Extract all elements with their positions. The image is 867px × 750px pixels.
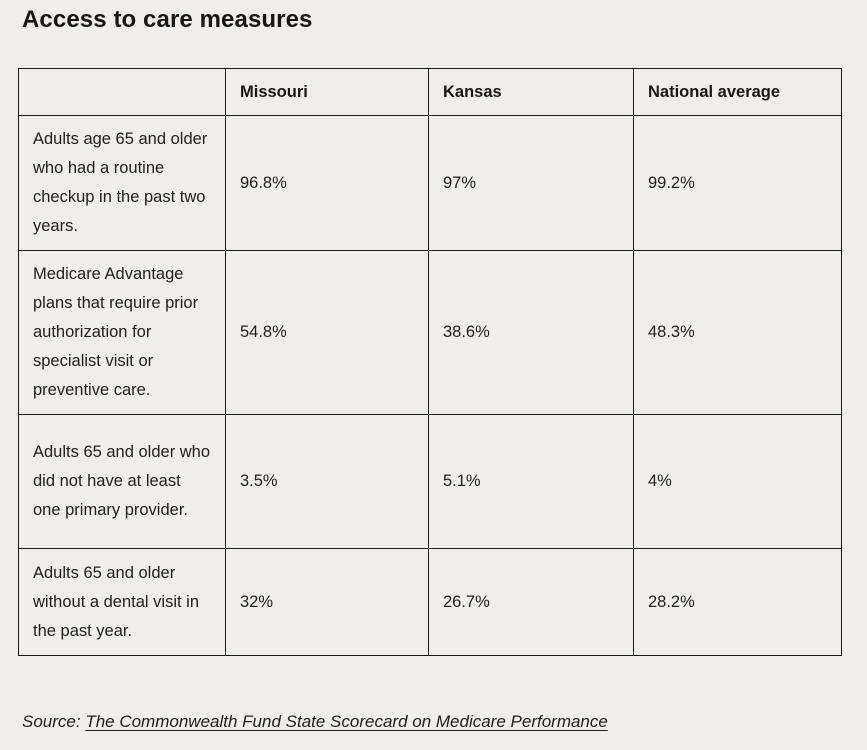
value-cell-national: 48.3%: [633, 250, 842, 415]
table-row-prior-authorization: Medicare Advantage plans that require pr…: [18, 250, 842, 415]
value-cell-missouri: 96.8%: [225, 115, 429, 251]
value-cell-national: 4%: [633, 414, 842, 549]
value-cell-national: 99.2%: [633, 115, 842, 251]
table-row-checkup: Adults age 65 and older who had a routin…: [18, 115, 842, 251]
value-cell-missouri: 54.8%: [225, 250, 429, 415]
source-link[interactable]: The Commonwealth Fund State Scorecard on…: [85, 712, 608, 731]
column-header-national-average: National average: [633, 68, 842, 116]
value-cell-missouri: 3.5%: [225, 414, 429, 549]
source-prefix: Source:: [22, 712, 86, 731]
row-label: Adults 65 and older who did not have at …: [18, 414, 226, 549]
access-to-care-table: Missouri Kansas National average Adults …: [18, 68, 842, 656]
value-cell-national: 28.2%: [633, 548, 842, 656]
value-cell-kansas: 5.1%: [428, 414, 634, 549]
header-row: Missouri Kansas National average: [18, 68, 842, 116]
value-cell-missouri: 32%: [225, 548, 429, 656]
row-label: Adults age 65 and older who had a routin…: [18, 115, 226, 251]
value-cell-kansas: 97%: [428, 115, 634, 251]
source-line: Source: The Commonwealth Fund State Scor…: [22, 712, 867, 732]
row-label: Medicare Advantage plans that require pr…: [18, 250, 226, 415]
page-title: Access to care measures: [22, 6, 313, 33]
value-cell-kansas: 38.6%: [428, 250, 634, 415]
row-label: Adults 65 and older without a dental vis…: [18, 548, 226, 656]
column-header-kansas: Kansas: [428, 68, 634, 116]
value-cell-kansas: 26.7%: [428, 548, 634, 656]
table-row-no-primary-provider: Adults 65 and older who did not have at …: [18, 414, 842, 549]
column-header-missouri: Missouri: [225, 68, 429, 116]
table-row-no-dental-visit: Adults 65 and older without a dental vis…: [18, 548, 842, 656]
corner-cell: [18, 68, 226, 116]
